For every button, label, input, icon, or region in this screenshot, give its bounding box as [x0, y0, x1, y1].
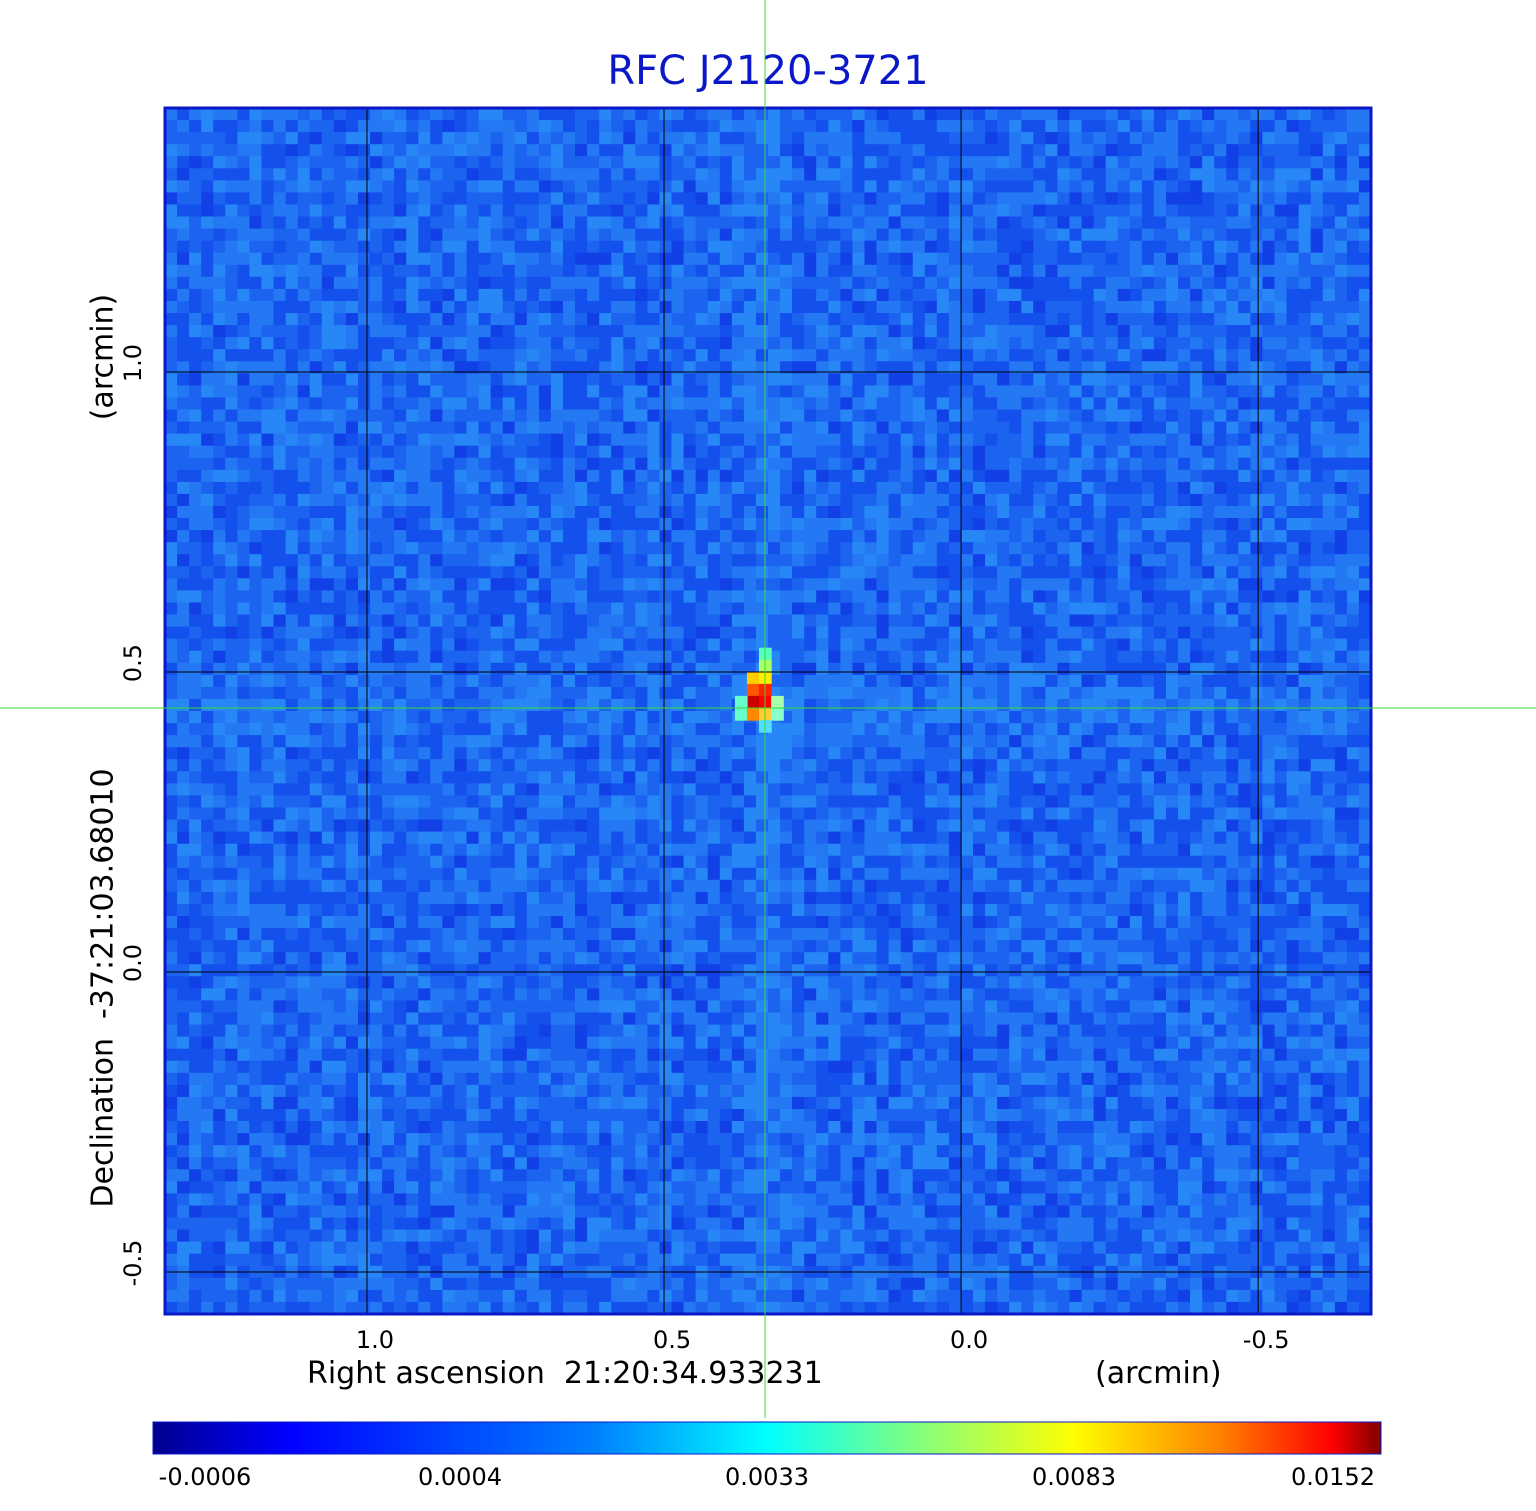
x-tick-label: -0.5 [1242, 1326, 1290, 1354]
y-tick-label: 0.5 [119, 643, 147, 683]
x-tick-label: 1.0 [355, 1326, 395, 1354]
colorbar [152, 1421, 1382, 1455]
crosshair [0, 0, 1536, 1418]
plot-frame [163, 106, 1373, 1316]
y-axis-unit: (arcmin) [85, 293, 121, 421]
x-axis-label: Right ascension 21:20:34.933231 [307, 1356, 823, 1391]
colorbar-tick-label: 0.0033 [725, 1463, 809, 1491]
grid-lines [165, 108, 1371, 1314]
x-tick-label: 0.0 [949, 1326, 989, 1354]
y-tick-label: 0.0 [119, 943, 147, 983]
colorbar-tick-label: 0.0004 [418, 1463, 502, 1491]
colorbar-tick-label: 0.0152 [1291, 1463, 1375, 1491]
y-tick-label: 1.0 [119, 343, 147, 383]
colorbar-tick-label: 0.0083 [1032, 1463, 1116, 1491]
y-axis-label: Declination -37:21:03.68010 [85, 768, 121, 1208]
x-tick-label: 0.5 [652, 1326, 692, 1354]
chart-title: RFC J2120-3721 [607, 48, 929, 94]
colorbar-tick-label: -0.0006 [158, 1463, 252, 1491]
heatmap-cells [165, 108, 1372, 1315]
y-tick-label: -0.5 [119, 1239, 147, 1287]
x-axis-unit: (arcmin) [1095, 1356, 1222, 1391]
